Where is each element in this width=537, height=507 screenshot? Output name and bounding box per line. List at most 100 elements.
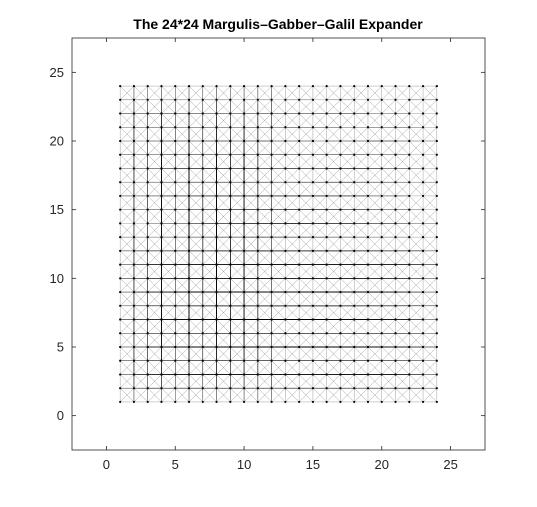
graph-vertex [146,249,149,252]
graph-vertex [339,373,342,376]
graph-vertex [256,112,259,115]
graph-edge [175,360,190,375]
graph-edge [133,388,148,403]
graph-edge [216,99,231,114]
graph-edge [395,223,410,238]
graph-vertex [174,277,177,280]
graph-edge [188,127,203,142]
graph-edge [257,237,272,251]
graph-vertex [284,208,287,211]
graph-edge [133,113,148,128]
graph-vertex [256,222,259,225]
graph-edge [381,319,396,334]
graph-vertex [421,359,425,362]
graph-edge [367,346,382,361]
graph-vertex [132,387,136,390]
graph-vertex [229,112,232,115]
graph-vertex [435,153,438,156]
graph-edge [161,291,176,306]
graph-vertex [394,208,397,211]
graph-edge [381,182,396,197]
graph-edge [257,140,272,155]
graph-edge [175,182,190,197]
graph-edge [395,99,410,114]
graph-edge [395,127,410,142]
graph-vertex [366,332,370,335]
graph-edge [340,99,355,114]
graph-edge [133,154,148,169]
graph-vertex [311,126,315,129]
graph-vertex [353,139,356,143]
graph-vertex [421,167,425,170]
graph-vertex [187,222,191,225]
graph-edge [147,346,162,361]
graph-edge [120,154,135,169]
graph-edge [230,346,245,361]
graph-vertex [284,332,287,335]
graph-vertex [421,153,425,156]
graph-vertex [229,194,232,198]
graph-vertex [270,263,273,266]
graph-vertex [353,373,356,376]
graph-vertex [298,318,301,321]
graph-edge [243,195,258,210]
graph-vertex [256,181,259,184]
graph-edge [422,360,437,375]
graph-vertex [229,153,232,156]
graph-edge [147,250,162,265]
graph-edge [299,182,314,197]
graph-edge [216,113,231,128]
graph-edge [216,264,231,279]
graph-vertex [353,249,356,252]
graph-vertex [146,112,149,115]
graph-vertex [201,400,204,404]
graph-edge [175,154,190,169]
graph-edge [340,264,355,279]
graph-edge [340,154,355,169]
graph-vertex [132,249,136,252]
graph-vertex [421,249,425,252]
graph-vertex [394,84,397,88]
graph-vertex [380,153,383,156]
graph-vertex [421,263,425,266]
graph-edge [381,113,396,128]
graph-vertex [242,277,246,280]
graph-vertex [270,194,273,198]
graph-edge [409,278,424,293]
graph-vertex [201,304,204,307]
graph-edge [381,154,396,169]
graph-edge [188,333,203,348]
graph-vertex [242,318,246,321]
graph-edge [257,333,272,348]
graph-edge [312,113,327,128]
graph-edge [312,195,327,210]
graph-edge [216,360,231,375]
graph-vertex [174,373,177,376]
graph-edge [188,319,203,334]
graph-vertex [380,373,383,376]
graph-vertex [229,249,232,252]
graph-vertex [408,332,411,335]
graph-edge [257,127,272,142]
graph-edge [133,140,148,155]
graph-edge [422,291,437,306]
graph-vertex [201,194,204,198]
graph-edge [230,127,245,142]
graph-vertex [160,126,163,129]
graph-vertex [339,277,342,280]
graph-edge [395,264,410,279]
graph-vertex [298,332,301,335]
graph-edge [422,346,437,361]
graph-vertex [366,222,370,225]
graph-vertex [421,373,425,376]
graph-edge [312,85,327,100]
graph-vertex [270,236,273,239]
graph-vertex [132,167,136,170]
graph-edge [161,374,176,389]
graph-edge [312,127,327,142]
graph-edge [243,140,258,155]
graph-vertex [160,236,163,239]
graph-edge [299,264,314,279]
graph-vertex [242,249,246,252]
graph-edge [381,237,396,251]
